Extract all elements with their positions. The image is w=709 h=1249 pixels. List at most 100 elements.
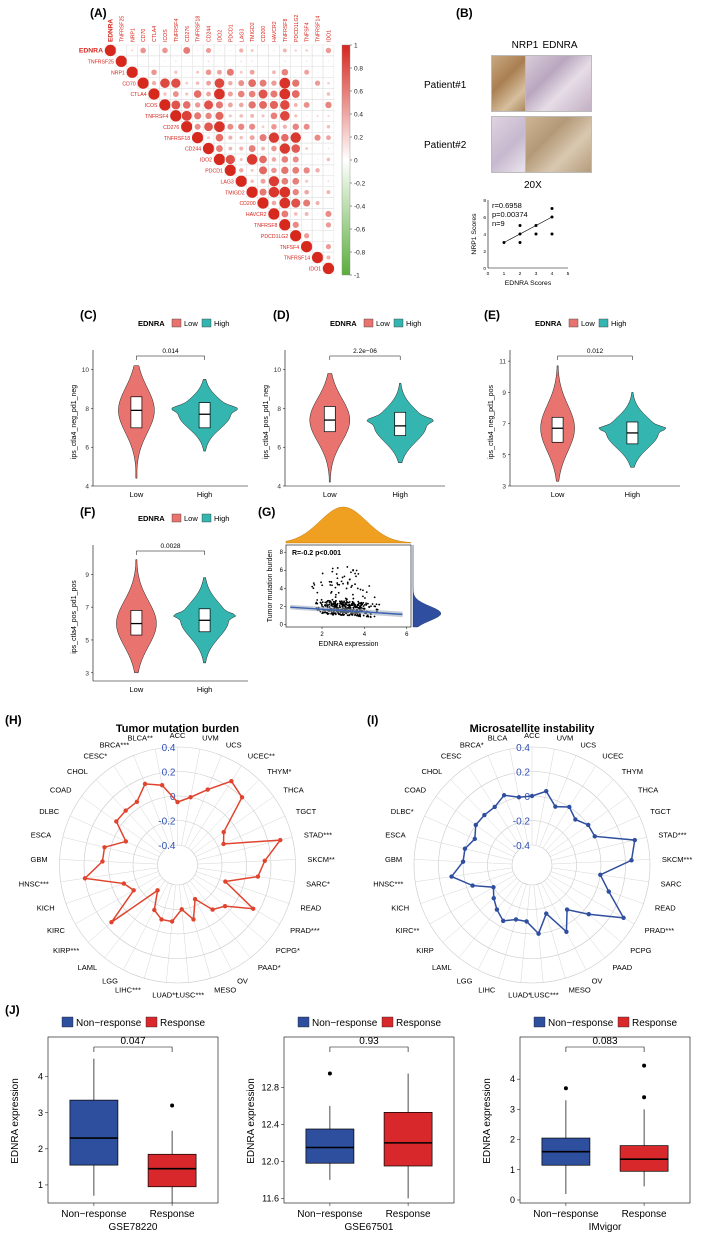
radar-category-label: PCPG* bbox=[276, 946, 300, 955]
legend-swatch-low bbox=[171, 513, 182, 523]
radar-category-label: BRCA* bbox=[460, 740, 484, 749]
heatmap-circle bbox=[316, 49, 319, 52]
radar-spoke bbox=[95, 779, 164, 851]
y-tick-label: 2 bbox=[38, 1144, 43, 1154]
radar-point bbox=[278, 837, 283, 843]
g-y-tick-label: 6 bbox=[280, 568, 284, 574]
radar-r-tick-label: 0.4 bbox=[162, 743, 176, 754]
y-tick-label: 12.8 bbox=[261, 1082, 279, 1092]
radar-point bbox=[188, 795, 193, 800]
pvalue-bracket bbox=[565, 1046, 645, 1052]
heatmap-circle bbox=[120, 49, 123, 52]
g-point bbox=[353, 602, 356, 605]
radar-spoke bbox=[429, 874, 515, 925]
radar-point bbox=[262, 858, 267, 864]
g-point bbox=[362, 607, 365, 610]
heatmap-col-label: TNFRSF8 bbox=[283, 19, 289, 42]
y-tick-label: 7 bbox=[85, 605, 89, 612]
radar-spoke bbox=[184, 755, 222, 847]
g-point bbox=[353, 605, 356, 608]
radar-point bbox=[500, 918, 506, 924]
y-tick-label: 1 bbox=[38, 1180, 43, 1190]
g-point bbox=[351, 600, 354, 603]
legend-swatch-high bbox=[201, 318, 212, 328]
heatmap-circle bbox=[194, 102, 201, 108]
g-point bbox=[335, 599, 337, 602]
heatmap-circle bbox=[316, 191, 319, 193]
y-tick-label: 5 bbox=[502, 452, 506, 459]
g-point bbox=[356, 605, 358, 608]
heatmap-circle bbox=[304, 212, 309, 216]
heatmap-circle bbox=[171, 100, 181, 110]
heatmap-circle bbox=[271, 145, 277, 152]
heatmap-circle bbox=[268, 208, 280, 220]
g-fit-line bbox=[290, 606, 403, 616]
radar-spoke bbox=[75, 874, 161, 925]
heatmap-col-label: TNFRSF18 bbox=[196, 16, 202, 42]
g-point bbox=[332, 613, 335, 616]
g-point bbox=[365, 603, 368, 606]
radar-category-label: PAAD* bbox=[258, 963, 281, 972]
legend-label-high: High bbox=[406, 319, 421, 328]
heatmap-circle bbox=[325, 101, 332, 109]
y-axis-label: ips_ctla4_pos_pd1_neg bbox=[263, 385, 270, 459]
y-tick-label: 10 bbox=[274, 367, 282, 374]
radar-point bbox=[159, 917, 164, 922]
x-tick-label: Low bbox=[551, 490, 565, 499]
violin-plot-c: EDNRA Low High 4 6 8 10 ips_ctla4_neg_pd1_neg Lo… bbox=[71, 318, 248, 499]
radar-category-label: LUAD** bbox=[152, 990, 178, 999]
y-tick-label: 3 bbox=[85, 670, 89, 677]
box-outlier bbox=[563, 1086, 568, 1091]
legend-swatch-low bbox=[568, 318, 579, 328]
heatmap-circle bbox=[202, 142, 215, 155]
radar-category-label: PAAD bbox=[612, 963, 632, 972]
radar-spoke bbox=[65, 871, 159, 904]
heatmap-circle bbox=[206, 80, 212, 86]
pvalue-label: 0.047 bbox=[120, 1036, 145, 1047]
g-point bbox=[334, 604, 336, 607]
pvalue-label: 0.014 bbox=[162, 348, 179, 355]
pvalue-label: 0.083 bbox=[592, 1036, 617, 1047]
g-y-axis-label: Tumor mutation burden bbox=[267, 550, 274, 623]
heatmap-circle bbox=[261, 146, 265, 151]
g-point bbox=[330, 581, 333, 583]
heatmap-circle bbox=[279, 77, 291, 89]
g-y-tick-label: 4 bbox=[280, 586, 284, 592]
heatmap-circle bbox=[196, 60, 199, 63]
panel-label-d: (D) bbox=[273, 308, 290, 322]
g-point bbox=[336, 577, 339, 580]
radar-category-label: THCA bbox=[638, 786, 658, 795]
y-axis-label: EDNRA expression bbox=[246, 1078, 257, 1164]
g-point bbox=[375, 603, 378, 606]
b-x-tick-label: 3 bbox=[535, 271, 538, 277]
legend-label-high: High bbox=[214, 514, 229, 523]
heatmap-col-label: PDCD1 bbox=[228, 24, 234, 42]
colorbar-tick-label: -0.4 bbox=[354, 204, 366, 211]
heatmap-circle bbox=[248, 79, 257, 88]
g-point bbox=[378, 603, 381, 606]
heatmap-circle bbox=[159, 99, 171, 111]
radar-point bbox=[606, 889, 611, 894]
heatmap-circle bbox=[326, 135, 331, 141]
g-point bbox=[352, 606, 355, 609]
heatmap-circle bbox=[322, 262, 335, 275]
y-axis-label: ips_ctla4_neg_pd1_neg bbox=[71, 385, 78, 459]
radar-spoke bbox=[477, 882, 524, 970]
radar-spoke bbox=[544, 880, 606, 958]
box-low bbox=[323, 406, 336, 433]
pvalue-bracket bbox=[329, 355, 401, 360]
b-point bbox=[518, 224, 522, 227]
radar-point bbox=[239, 795, 245, 800]
g-point bbox=[327, 604, 329, 607]
colorbar-tick-label: -0.2 bbox=[354, 181, 366, 188]
g-point bbox=[332, 600, 335, 603]
pvalue-bracket bbox=[557, 355, 633, 360]
heatmap-circle bbox=[316, 71, 319, 74]
g-point bbox=[352, 597, 355, 600]
b-stat-text: r=0.6958 bbox=[492, 201, 522, 210]
heatmap-circle bbox=[164, 60, 166, 63]
colorbar-tick-label: -0.6 bbox=[354, 227, 366, 234]
legend-title: EDNRA bbox=[535, 319, 562, 328]
heatmap-circle bbox=[325, 222, 332, 228]
heatmap-circle bbox=[237, 90, 245, 98]
